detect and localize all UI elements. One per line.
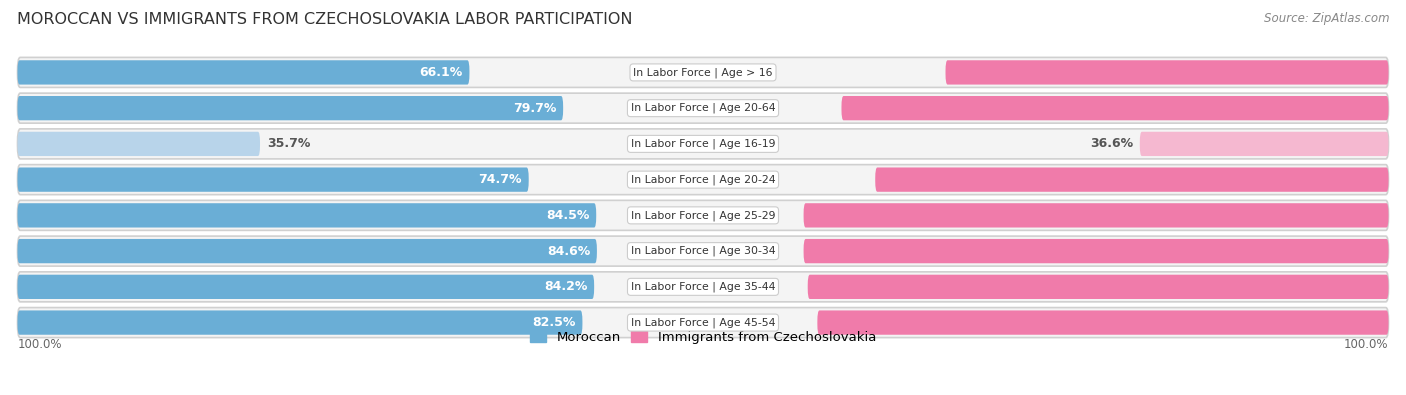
Text: In Labor Force | Age > 16: In Labor Force | Age > 16 bbox=[633, 67, 773, 78]
FancyBboxPatch shape bbox=[17, 203, 596, 228]
Legend: Moroccan, Immigrants from Czechoslovakia: Moroccan, Immigrants from Czechoslovakia bbox=[530, 331, 876, 344]
Text: In Labor Force | Age 16-19: In Labor Force | Age 16-19 bbox=[631, 139, 775, 149]
FancyBboxPatch shape bbox=[1140, 132, 1389, 156]
FancyBboxPatch shape bbox=[945, 60, 1389, 85]
FancyBboxPatch shape bbox=[17, 236, 1389, 266]
Text: 79.7%: 79.7% bbox=[513, 102, 557, 115]
Text: In Labor Force | Age 20-64: In Labor Force | Age 20-64 bbox=[631, 103, 775, 113]
Text: MOROCCAN VS IMMIGRANTS FROM CZECHOSLOVAKIA LABOR PARTICIPATION: MOROCCAN VS IMMIGRANTS FROM CZECHOSLOVAK… bbox=[17, 12, 633, 27]
FancyBboxPatch shape bbox=[17, 129, 1389, 159]
FancyBboxPatch shape bbox=[17, 60, 470, 85]
FancyBboxPatch shape bbox=[17, 57, 1389, 87]
Text: 84.5%: 84.5% bbox=[546, 209, 589, 222]
FancyBboxPatch shape bbox=[17, 132, 260, 156]
Text: 75.0%: 75.0% bbox=[1395, 173, 1406, 186]
Text: In Labor Force | Age 25-29: In Labor Force | Age 25-29 bbox=[631, 210, 775, 221]
FancyBboxPatch shape bbox=[817, 310, 1389, 335]
FancyBboxPatch shape bbox=[17, 96, 564, 120]
FancyBboxPatch shape bbox=[17, 239, 598, 263]
Text: 74.7%: 74.7% bbox=[478, 173, 522, 186]
FancyBboxPatch shape bbox=[841, 96, 1389, 120]
Text: 79.9%: 79.9% bbox=[1395, 102, 1406, 115]
Text: In Labor Force | Age 35-44: In Labor Force | Age 35-44 bbox=[631, 282, 775, 292]
FancyBboxPatch shape bbox=[17, 308, 1389, 338]
FancyBboxPatch shape bbox=[17, 200, 1389, 230]
Text: 100.0%: 100.0% bbox=[17, 338, 62, 351]
FancyBboxPatch shape bbox=[804, 239, 1389, 263]
Text: 100.0%: 100.0% bbox=[1344, 338, 1389, 351]
Text: 84.6%: 84.6% bbox=[547, 245, 591, 258]
FancyBboxPatch shape bbox=[807, 275, 1389, 299]
Text: 35.7%: 35.7% bbox=[267, 137, 311, 150]
Text: 82.5%: 82.5% bbox=[533, 316, 575, 329]
Text: In Labor Force | Age 30-34: In Labor Force | Age 30-34 bbox=[631, 246, 775, 256]
Text: In Labor Force | Age 20-24: In Labor Force | Age 20-24 bbox=[631, 174, 775, 185]
FancyBboxPatch shape bbox=[17, 310, 582, 335]
Text: 64.8%: 64.8% bbox=[1395, 66, 1406, 79]
FancyBboxPatch shape bbox=[17, 167, 529, 192]
Text: 85.4%: 85.4% bbox=[1395, 209, 1406, 222]
Text: 85.4%: 85.4% bbox=[1395, 245, 1406, 258]
FancyBboxPatch shape bbox=[17, 272, 1389, 302]
Text: 84.2%: 84.2% bbox=[544, 280, 588, 293]
FancyBboxPatch shape bbox=[875, 167, 1389, 192]
Text: 83.4%: 83.4% bbox=[1395, 316, 1406, 329]
FancyBboxPatch shape bbox=[804, 203, 1389, 228]
Text: Source: ZipAtlas.com: Source: ZipAtlas.com bbox=[1264, 12, 1389, 25]
FancyBboxPatch shape bbox=[17, 93, 1389, 123]
Text: In Labor Force | Age 45-54: In Labor Force | Age 45-54 bbox=[631, 317, 775, 328]
Text: 36.6%: 36.6% bbox=[1090, 137, 1133, 150]
FancyBboxPatch shape bbox=[17, 165, 1389, 195]
Text: 66.1%: 66.1% bbox=[419, 66, 463, 79]
FancyBboxPatch shape bbox=[17, 275, 595, 299]
Text: 84.8%: 84.8% bbox=[1395, 280, 1406, 293]
